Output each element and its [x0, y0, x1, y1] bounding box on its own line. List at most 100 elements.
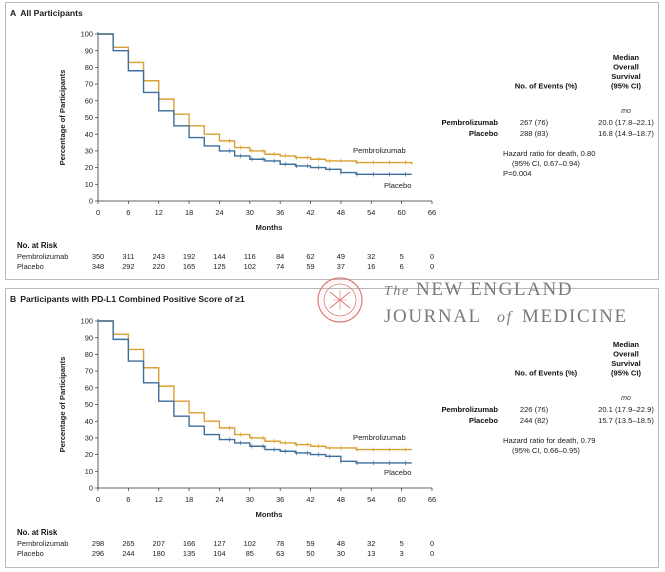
panel-b-risk-value: 207	[153, 539, 165, 548]
panel-b-risk-value: 50	[306, 549, 314, 558]
panel-a-risk-value: 116	[244, 252, 256, 261]
panel-a-risk-value: 0	[430, 252, 434, 261]
panel-b-stats-row-events: 244 (82)	[520, 416, 549, 425]
panel-b-risk-value: 102	[244, 539, 256, 548]
panel-a-letter: A	[10, 8, 17, 18]
panel-b-risk-value: 63	[276, 549, 284, 558]
panel-b-label-placebo: Placebo	[384, 468, 411, 477]
panel-b-risk-value: 104	[213, 549, 225, 558]
panel-a-risk-value: 165	[183, 262, 195, 271]
panel-b-events-header: No. of Events (%)	[515, 369, 578, 378]
panel-a-y-tick-label: 0	[89, 197, 93, 206]
panel-a-y-tick-label: 60	[85, 96, 93, 105]
panel-a-risk-value: 192	[183, 252, 195, 261]
panel-a-label-pembrolizumab: Pembrolizumab	[353, 146, 406, 155]
panel-b-risk-value: 85	[246, 549, 254, 558]
panel-b-risk-value: 265	[122, 539, 134, 548]
panel-b-x-axis-title: Months	[256, 510, 283, 519]
panel-b-y-tick-label: 40	[85, 417, 93, 426]
panel-b-y-tick-label: 10	[85, 467, 93, 476]
panel-a-stats-row-name: Placebo	[469, 129, 498, 138]
panel-a-stats-row-name: Pembrolizumab	[441, 118, 498, 127]
nejm-masthead: The NEW ENGLAND JOURNAL of MEDICINE	[316, 270, 646, 332]
panel-a-y-tick-label: 40	[85, 130, 93, 139]
panel-a-x-tick-label: 24	[215, 208, 223, 217]
panel-a-stats-row-median: 16.8 (14.9–18.7)	[598, 129, 654, 138]
panel-a-risk-value: 62	[306, 252, 314, 261]
panel-a-hazard-line: (95% CI, 0.67–0.94)	[512, 159, 580, 168]
panel-b-label-pembrolizumab: Pembrolizumab	[353, 433, 406, 442]
panel-a-median-header-line: Overall	[613, 63, 639, 72]
panel-b-title: B Participants with PD-L1 Combined Positi…	[10, 294, 245, 304]
panel-b-risk-value: 0	[430, 549, 434, 558]
panel-a-x-tick-label: 12	[155, 208, 163, 217]
panel-b-title-text: Participants with PD-L1 Combined Positiv…	[20, 294, 245, 304]
panel-a-risk-row-label: Pembrolizumab	[17, 252, 68, 261]
panel-a-risk-value: 220	[153, 262, 165, 271]
panel-b-letter: B	[10, 294, 17, 304]
panel-b-y-tick-label: 20	[85, 450, 93, 459]
panel-a-risk-value: 16	[367, 262, 375, 271]
panel-b-median-header-line: Overall	[613, 350, 639, 359]
panel-a-x-axis-title: Months	[256, 223, 283, 232]
panel-b-y-tick-label: 60	[85, 383, 93, 392]
panel-b-y-axis-title: Percentage of Participants	[58, 357, 67, 453]
panel-a-y-tick-label: 50	[85, 113, 93, 122]
panel-a-risk-value: 0	[430, 262, 434, 271]
panel-a-risk-value: 74	[276, 262, 284, 271]
panel-b-x-tick-label: 30	[246, 495, 254, 504]
panel-b-risk-row-label: Pembrolizumab	[17, 539, 68, 548]
panel-b-risk-value: 127	[213, 539, 225, 548]
panel-a-x-tick-label: 18	[185, 208, 193, 217]
panel-a-x-tick-label: 0	[96, 208, 100, 217]
panel-a-risk-value: 32	[367, 252, 375, 261]
panel-a-y-tick-label: 70	[85, 80, 93, 89]
panel-a-x-tick-label: 30	[246, 208, 254, 217]
panel-b: B Participants with PD-L1 Combined Positi…	[5, 288, 659, 568]
panel-a-risk-value: 37	[337, 262, 345, 271]
panel-b-y-tick-label: 0	[89, 484, 93, 493]
panel-b-y-tick-label: 80	[85, 350, 93, 359]
panel-a-risk-value: 125	[213, 262, 225, 271]
panel-b-stats-row-events: 226 (76)	[520, 405, 549, 414]
panel-b-risk-value: 30	[337, 549, 345, 558]
panel-b-risk-value: 0	[430, 539, 434, 548]
panel-a-stats-row-events: 267 (76)	[520, 118, 549, 127]
panel-b-risk-value: 13	[367, 549, 375, 558]
nejm-seal-icon	[317, 277, 363, 323]
panel-b-risk-value: 3	[400, 549, 404, 558]
panel-b-y-tick-label: 50	[85, 400, 93, 409]
panel-b-y-tick-label: 70	[85, 367, 93, 376]
panel-b-stats-row-median: 20.1 (17.9–22.9)	[598, 405, 654, 414]
panel-b-risk-value: 298	[92, 539, 104, 548]
panel-b-risk-value: 244	[122, 549, 134, 558]
panel-a-risk-value: 84	[276, 252, 284, 261]
panel-b-risk-value: 135	[183, 549, 195, 558]
panel-a-y-tick-label: 80	[85, 63, 93, 72]
nejm-masthead-svg: The NEW ENGLAND JOURNAL of MEDICINE	[317, 277, 628, 327]
panel-b-x-tick-label: 66	[428, 495, 436, 504]
panel-a-median-header-line: Median	[613, 53, 640, 62]
panel-a-stats-row-events: 288 (83)	[520, 129, 549, 138]
panel-b-x-tick-label: 36	[276, 495, 284, 504]
panel-b-x-tick-label: 24	[215, 495, 223, 504]
panel-a-hazard-line: P=0.004	[503, 169, 532, 178]
panel-a-y-tick-label: 100	[81, 30, 93, 39]
panel-b-median-header-line: Survival	[611, 359, 641, 368]
panel-b-hazard-line: (95% CI, 0.66–0.95)	[512, 446, 580, 455]
panel-a-risk-value: 59	[306, 262, 314, 271]
journal-medicine: MEDICINE	[522, 306, 628, 327]
panel-b-risk-value: 180	[153, 549, 165, 558]
panel-b-x-tick-label: 60	[398, 495, 406, 504]
panel-a-x-tick-label: 54	[367, 208, 375, 217]
panel-a-events-header: No. of Events (%)	[515, 82, 578, 91]
panel-b-x-tick-label: 0	[96, 495, 100, 504]
panel-a-risk-value: 5	[400, 252, 404, 261]
panel-a-median-header-line: Survival	[611, 72, 641, 81]
panel-b-y-tick-label: 30	[85, 434, 93, 443]
panel-a-risk-value: 102	[244, 262, 256, 271]
panel-a-title: A All Participants	[10, 8, 83, 18]
journal-of: of	[497, 309, 514, 326]
panel-a-x-tick-label: 60	[398, 208, 406, 217]
